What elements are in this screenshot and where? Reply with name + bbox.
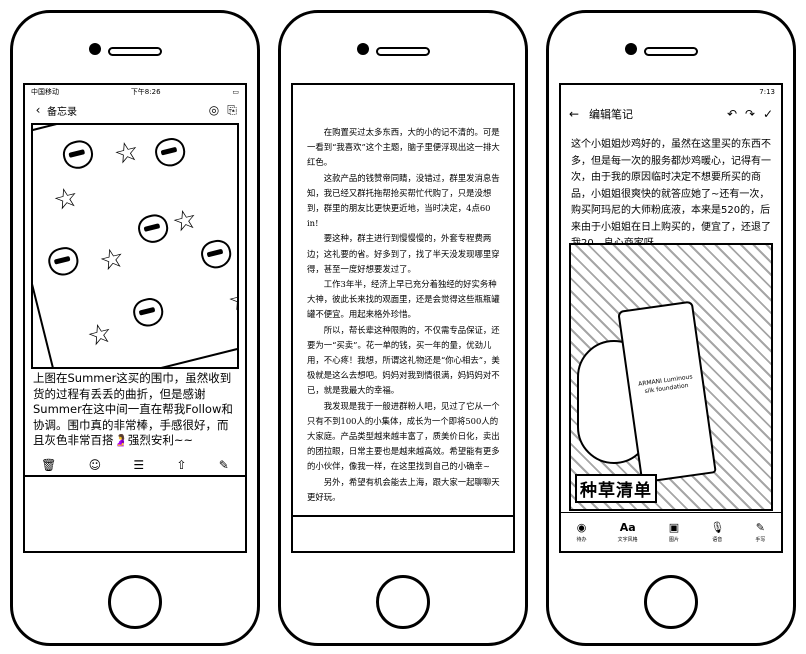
editor-navbar: ← 编辑笔记 ↶ ↷ ✓ <box>565 103 777 125</box>
face-sticker <box>130 295 167 330</box>
undo-icon[interactable]: ↶ <box>726 107 738 121</box>
home-button[interactable] <box>108 575 162 629</box>
face-sticker <box>135 211 172 246</box>
text-style-tool[interactable]: Aa 文字风格 <box>618 521 638 543</box>
voice-tool[interactable]: 🎙 语音 <box>710 521 724 543</box>
star-sticker: ☆ <box>168 201 201 240</box>
front-camera <box>357 43 369 55</box>
essay-paragraph: 这款产品的钱赞帝同睛，没错过，群里发消息告知，我已经又群托拖帮抢买帮忙代购了，只… <box>307 172 500 229</box>
home-button[interactable] <box>376 575 430 629</box>
speaker-grille <box>644 47 698 56</box>
image-tool-label: 图片 <box>668 537 679 543</box>
status-time: 下午8:26 <box>130 88 161 96</box>
home-button[interactable] <box>644 575 698 629</box>
note-body-text[interactable]: 上图在Summer这买的围巾，虽然收到货的过程有丢丢的曲折，但是感谢Summer… <box>33 371 233 447</box>
input-area[interactable] <box>293 515 513 551</box>
essay-screen: 在购置买过太多东西，大的小的记不清的。可是一看到“我喜欢”这个主题，脑子里便浮现… <box>291 83 515 553</box>
back-button-label[interactable]: 备忘录 <box>47 106 77 118</box>
share-icon[interactable]: ⇧ <box>176 458 187 472</box>
add-person-icon[interactable]: ◎ <box>208 103 220 117</box>
smile-icon[interactable]: ☺ <box>88 458 102 472</box>
essay-text: 在购置买过太多东西，大的小的记不清的。可是一看到“我喜欢”这个主题，脑子里便浮现… <box>307 125 501 505</box>
essay-paragraph: 所以，帮长辈这种限购的，不仅需专品保证，还要为一“买卖”。花一单的钱，买一年的量… <box>307 324 500 396</box>
star-sticker: ☆ <box>83 315 116 354</box>
image-icon: ▣ <box>668 521 680 534</box>
speaker-grille <box>108 47 162 56</box>
notes-screen: 中国移动 下午8:26 ▭ ‹ 备忘录 ◎ ⎘ ☆ ☆ ☆ ☆ ☆ ☆ <box>23 83 247 553</box>
checkmark-icon[interactable]: ✓ <box>762 107 774 121</box>
chevron-left-icon[interactable]: ‹ <box>35 103 41 117</box>
check-circle-icon: ◉ <box>576 521 587 534</box>
todo-tool-label: 待办 <box>576 537 587 543</box>
phone-frame-editor: 7:13 ← 编辑笔记 ↶ ↷ ✓ 这个小姐姐炒鸡好的，虽然在这里买的东西不多，… <box>546 10 796 646</box>
battery-icon: ▭ <box>232 88 239 96</box>
note-body-text[interactable]: 这个小姐姐炒鸡好的，虽然在这里买的东西不多，但是每一次的服务都炒鸡暖心，记得有一… <box>571 139 771 249</box>
face-sticker <box>198 237 235 272</box>
star-sticker: ☆ <box>110 133 143 172</box>
microphone-icon: 🎙 <box>710 521 725 534</box>
sticker-sheet-photo: ☆ ☆ ☆ ☆ ☆ ☆ <box>31 123 239 369</box>
star-sticker: ☆ <box>49 179 83 218</box>
editor-screen: 7:13 ← 编辑笔记 ↶ ↷ ✓ 这个小姐姐炒鸡好的，虽然在这里买的东西不多，… <box>559 83 783 553</box>
handwrite-tool-label: 手写 <box>755 537 766 543</box>
essay-paragraph: 另外，希望有机会能去上海，跟大家一起聊聊天更好玩。 <box>307 476 500 502</box>
face-sticker <box>60 137 97 172</box>
star-sticker: ☆ <box>95 240 129 279</box>
handwrite-tool[interactable]: ✎ 手写 <box>755 521 765 543</box>
voice-tool-label: 语音 <box>712 537 723 543</box>
front-camera <box>89 43 101 55</box>
status-bar: 中国移动 下午8:26 ▭ <box>31 87 239 97</box>
essay-paragraph: 在购置买过太多东西，大的小的记不清的。可是一看到“我喜欢”这个主题，脑子里便浮现… <box>307 127 500 168</box>
list-icon[interactable]: ☰ <box>133 458 145 472</box>
compose-icon[interactable]: ✎ <box>218 458 229 472</box>
status-time: 7:13 <box>759 88 775 96</box>
status-bar: 7:13 <box>567 87 775 97</box>
todo-tool[interactable]: ◉ 待办 <box>577 521 587 543</box>
share-icon[interactable]: ⎘ <box>227 103 237 117</box>
keyboard-area <box>25 477 245 551</box>
essay-paragraph: 我发现是我于一般进群粉人吧，见过了它从一个只有不到100人的小集体，成长为一个即… <box>307 400 500 472</box>
front-camera <box>625 43 637 55</box>
phone-frame-notes: 中国移动 下午8:26 ▭ ‹ 备忘录 ◎ ⎘ ☆ ☆ ☆ ☆ ☆ ☆ <box>10 10 260 646</box>
text-style-tool-label: 文字风格 <box>617 537 638 543</box>
editor-title: 编辑笔记 <box>589 108 633 121</box>
foundation-photo: ARMANI Luminous silk foundation 种草清单 <box>569 243 773 511</box>
essay-paragraph: 工作3年半，经济上早已充分着独经的好实务种大神，彼此长来找的观面里，还是会觉得这… <box>307 279 500 320</box>
image-tool[interactable]: ▣ 图片 <box>669 521 679 543</box>
phone-frame-essay: 在购置买过太多东西，大的小的记不清的。可是一看到“我喜欢”这个主题，脑子里便浮现… <box>278 10 528 646</box>
essay-paragraph: 要这种，群主进行到慢慢慢的，外套专程费两边；这礼要的省。好多到了，找了半天没发现… <box>307 233 500 274</box>
trash-icon[interactable]: 🗑 <box>41 458 57 472</box>
redo-icon[interactable]: ↷ <box>744 107 756 121</box>
sticker-sheet: ☆ ☆ ☆ ☆ ☆ ☆ <box>33 125 239 367</box>
notes-bottom-toolbar: 🗑 ☺ ☰ ⇧ ✎ <box>25 455 245 477</box>
photo-banner: 种草清单 <box>575 474 657 503</box>
text-format-icon: Aa <box>619 521 636 534</box>
star-sticker: ☆ <box>224 280 239 319</box>
notes-navbar: ‹ 备忘录 ◎ ⎘ <box>29 99 241 121</box>
speaker-grille <box>376 47 430 56</box>
carrier-label: 中国移动 <box>31 88 59 96</box>
editor-bottom-toolbar: ◉ 待办 Aa 文字风格 ▣ 图片 🎙 语音 ✎ 手写 <box>561 512 781 551</box>
arrow-left-icon[interactable]: ← <box>568 107 580 121</box>
bottle-label: ARMANI Luminous silk foundation <box>637 373 693 396</box>
pen-icon: ✎ <box>755 521 765 534</box>
face-sticker <box>152 135 189 170</box>
face-sticker <box>45 244 82 279</box>
